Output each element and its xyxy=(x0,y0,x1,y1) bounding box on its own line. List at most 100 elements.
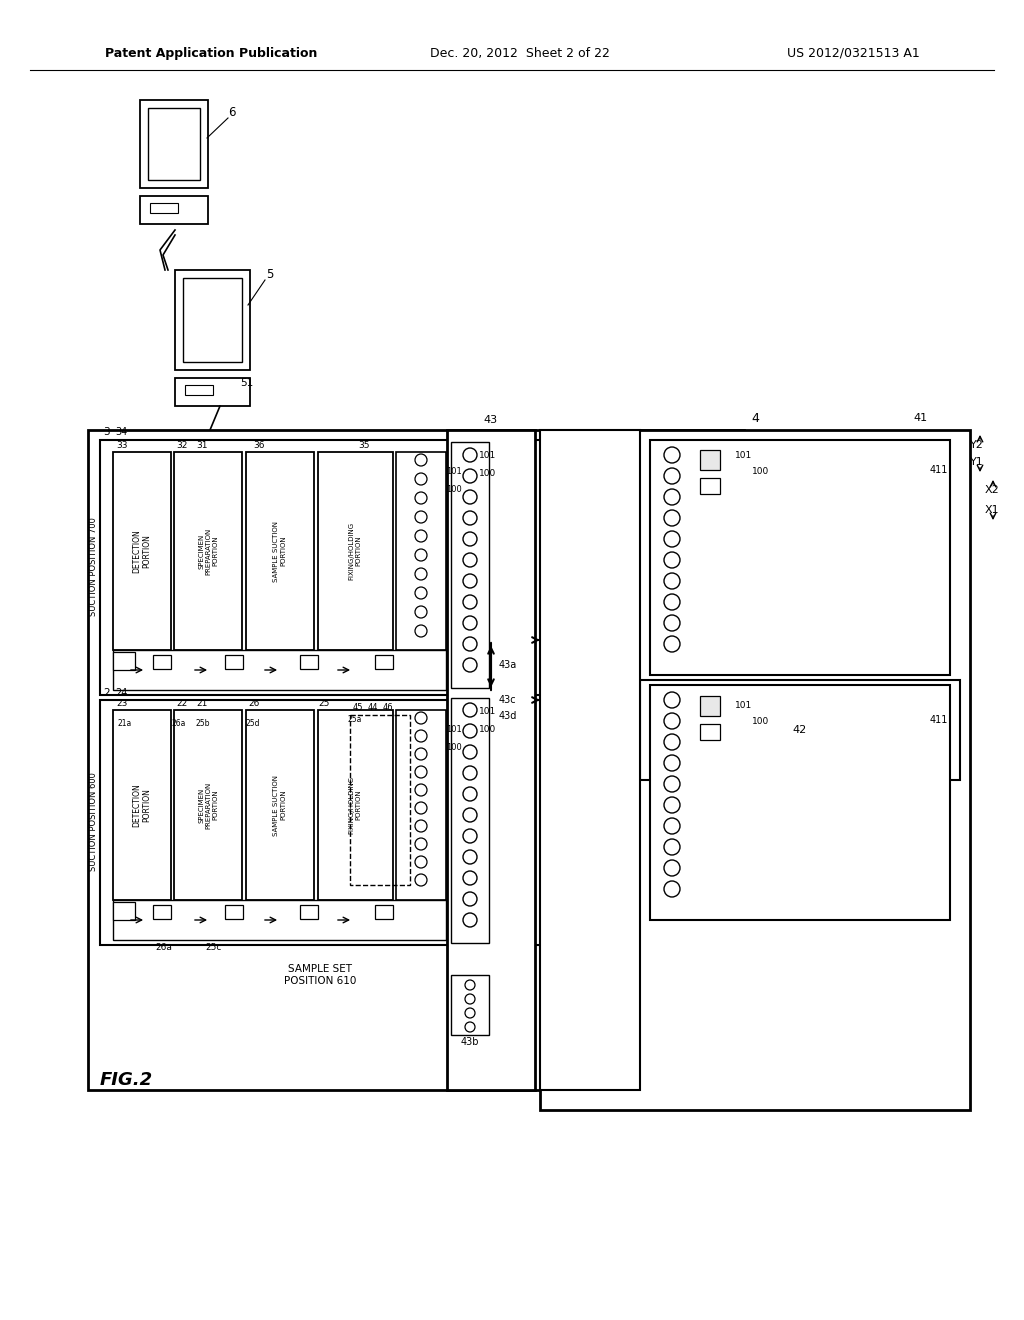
Text: 35: 35 xyxy=(358,441,370,450)
Text: 26a: 26a xyxy=(172,719,186,729)
Bar xyxy=(640,680,961,780)
Circle shape xyxy=(415,531,427,543)
Circle shape xyxy=(463,723,477,738)
Bar xyxy=(300,655,318,669)
Bar xyxy=(113,710,171,900)
Text: 25b: 25b xyxy=(196,719,211,729)
Text: 51: 51 xyxy=(240,378,253,388)
Text: 32: 32 xyxy=(176,441,187,450)
Text: 411: 411 xyxy=(930,715,948,725)
Text: 2: 2 xyxy=(103,688,110,698)
Circle shape xyxy=(664,573,680,589)
Circle shape xyxy=(415,803,427,814)
Bar xyxy=(113,900,446,940)
Text: Y1: Y1 xyxy=(970,457,984,467)
Circle shape xyxy=(415,838,427,850)
Text: 100: 100 xyxy=(752,467,769,477)
Bar xyxy=(375,655,393,669)
Circle shape xyxy=(415,587,427,599)
Bar xyxy=(225,906,243,919)
Bar xyxy=(153,655,171,669)
Bar xyxy=(153,906,171,919)
Text: 5: 5 xyxy=(266,268,273,281)
Text: SUCTION POSITION 700: SUCTION POSITION 700 xyxy=(88,517,97,616)
Circle shape xyxy=(463,657,477,672)
Circle shape xyxy=(415,874,427,886)
Bar xyxy=(300,906,318,919)
Bar xyxy=(451,442,489,688)
Text: 41: 41 xyxy=(913,413,927,422)
Circle shape xyxy=(463,913,477,927)
Text: Dec. 20, 2012  Sheet 2 of 22: Dec. 20, 2012 Sheet 2 of 22 xyxy=(430,46,610,59)
Text: 21a: 21a xyxy=(118,719,132,729)
Bar xyxy=(113,652,135,671)
Circle shape xyxy=(664,861,680,876)
Text: 101: 101 xyxy=(446,726,462,734)
Circle shape xyxy=(465,979,475,990)
Bar xyxy=(100,440,616,696)
Text: 31: 31 xyxy=(196,441,208,450)
Text: 43d: 43d xyxy=(499,711,517,721)
Circle shape xyxy=(664,776,680,792)
Text: 26a: 26a xyxy=(155,944,172,953)
Circle shape xyxy=(415,624,427,638)
Text: 24: 24 xyxy=(115,688,127,698)
Circle shape xyxy=(463,892,477,906)
Circle shape xyxy=(664,615,680,631)
Text: 46: 46 xyxy=(383,704,393,711)
Circle shape xyxy=(415,820,427,832)
Circle shape xyxy=(463,616,477,630)
Circle shape xyxy=(463,595,477,609)
Circle shape xyxy=(463,574,477,587)
Bar xyxy=(150,203,178,213)
Bar xyxy=(246,710,314,900)
Circle shape xyxy=(415,549,427,561)
Text: 43a: 43a xyxy=(499,660,517,671)
Circle shape xyxy=(664,469,680,484)
Bar xyxy=(375,906,393,919)
Text: 101: 101 xyxy=(479,708,497,717)
Bar xyxy=(318,710,393,900)
Text: 45: 45 xyxy=(353,704,364,711)
Bar xyxy=(700,696,720,715)
Circle shape xyxy=(465,1022,475,1032)
Circle shape xyxy=(463,511,477,525)
Text: 33: 33 xyxy=(116,441,128,450)
Text: SAMPLE SUCTION
PORTION: SAMPLE SUCTION PORTION xyxy=(273,775,287,836)
Text: 21: 21 xyxy=(196,700,208,708)
Circle shape xyxy=(415,748,427,760)
Bar xyxy=(148,108,200,180)
Circle shape xyxy=(664,488,680,506)
Bar xyxy=(318,451,393,649)
Bar xyxy=(700,450,720,470)
Text: SAMPLE SET
POSITION 610: SAMPLE SET POSITION 610 xyxy=(284,964,356,986)
Text: 43b: 43b xyxy=(461,1038,479,1047)
Circle shape xyxy=(415,606,427,618)
Text: DETECTION
PORTION: DETECTION PORTION xyxy=(132,529,152,573)
Circle shape xyxy=(664,692,680,708)
Text: 4: 4 xyxy=(751,412,759,425)
Text: SPECIMEN
PREPARATION
PORTION: SPECIMEN PREPARATION PORTION xyxy=(198,528,218,574)
Text: 43c: 43c xyxy=(499,696,517,705)
Circle shape xyxy=(664,818,680,834)
Circle shape xyxy=(463,787,477,801)
Bar xyxy=(447,430,535,1090)
Text: 26: 26 xyxy=(248,700,259,708)
Text: SPECIMEN
PREPARATION
PORTION: SPECIMEN PREPARATION PORTION xyxy=(198,781,218,829)
Text: 100: 100 xyxy=(446,743,462,752)
Text: 100: 100 xyxy=(479,726,497,734)
Bar xyxy=(175,378,250,407)
Bar xyxy=(451,698,489,942)
Text: 3: 3 xyxy=(103,426,110,437)
Text: 23: 23 xyxy=(116,700,127,708)
Circle shape xyxy=(664,755,680,771)
Bar xyxy=(396,451,446,649)
Circle shape xyxy=(415,568,427,579)
Text: 25a: 25a xyxy=(348,715,362,725)
Bar xyxy=(113,649,446,690)
Text: SUCTION POSITION 600: SUCTION POSITION 600 xyxy=(88,772,97,871)
Text: 36: 36 xyxy=(253,441,264,450)
Circle shape xyxy=(463,553,477,568)
Circle shape xyxy=(664,840,680,855)
Bar xyxy=(350,715,410,884)
